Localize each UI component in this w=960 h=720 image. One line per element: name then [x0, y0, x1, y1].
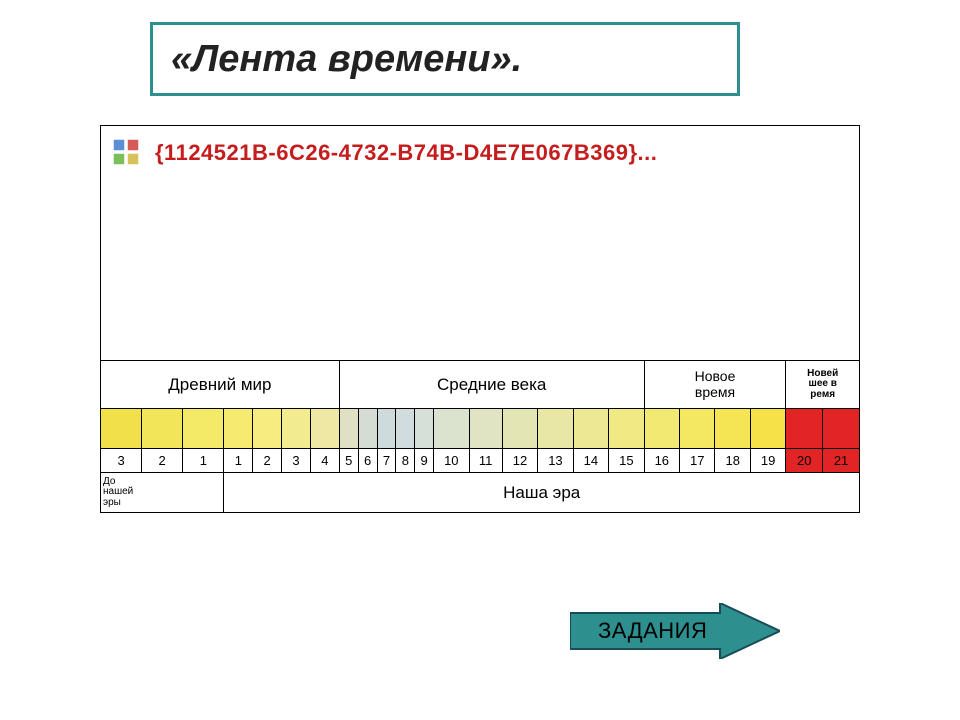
color-cell: [339, 409, 358, 449]
color-cell: [680, 409, 715, 449]
timeline-chart: Древний мир Средние века Новое время Нов…: [100, 360, 860, 513]
color-cell: [823, 409, 860, 449]
color-cell: [224, 409, 253, 449]
century-cell: 2: [253, 449, 282, 473]
color-cell: [469, 409, 502, 449]
century-cell: 21: [823, 449, 860, 473]
century-cell: 14: [573, 449, 608, 473]
color-cell: [396, 409, 415, 449]
color-cell: [644, 409, 679, 449]
century-cell: 4: [310, 449, 339, 473]
color-cell: [310, 409, 339, 449]
page-title: «Лента времени».: [171, 38, 522, 81]
color-cell: [183, 409, 224, 449]
color-cell: [502, 409, 537, 449]
tasks-button[interactable]: ЗАДАНИЯ: [570, 603, 780, 659]
century-cell: 2: [142, 449, 183, 473]
century-cell: 19: [750, 449, 785, 473]
century-cell: 17: [680, 449, 715, 473]
century-cell: 10: [434, 449, 469, 473]
century-cell: 13: [538, 449, 573, 473]
century-cell: 18: [715, 449, 750, 473]
century-cell: 15: [609, 449, 644, 473]
century-cell: 3: [282, 449, 311, 473]
color-cell: [415, 409, 434, 449]
color-cell: [715, 409, 750, 449]
color-cell: [434, 409, 469, 449]
color-cell: [282, 409, 311, 449]
color-cell: [573, 409, 608, 449]
period-newest: Новей шее в ремя: [786, 361, 860, 409]
color-cell: [750, 409, 785, 449]
century-cell: 1: [183, 449, 224, 473]
tasks-button-label: ЗАДАНИЯ: [598, 618, 707, 644]
period-ancient: Древний мир: [101, 361, 340, 409]
period-middle: Средние века: [339, 361, 644, 409]
era-row: До нашей эры Наша эра: [101, 473, 860, 513]
century-cell: 9: [415, 449, 434, 473]
century-cell: 20: [786, 449, 823, 473]
century-cell: 11: [469, 449, 502, 473]
century-number-row: 321123456789101112131415161718192021: [101, 449, 860, 473]
century-cell: 6: [358, 449, 377, 473]
color-cell: [142, 409, 183, 449]
period-new: Новое время: [644, 361, 786, 409]
color-cell: [377, 409, 396, 449]
color-row: [101, 409, 860, 449]
timeline-table: Древний мир Средние века Новое время Нов…: [100, 360, 860, 513]
color-cell: [101, 409, 142, 449]
color-cell: [358, 409, 377, 449]
century-cell: 1: [224, 449, 253, 473]
century-cell: 7: [377, 449, 396, 473]
clsid-text: {1124521B-6C26-4732-B74B-D4E7E067B369}..…: [155, 140, 657, 166]
period-row: Древний мир Средние века Новое время Нов…: [101, 361, 860, 409]
century-cell: 5: [339, 449, 358, 473]
century-cell: 16: [644, 449, 679, 473]
color-cell: [538, 409, 573, 449]
century-cell: 12: [502, 449, 537, 473]
century-cell: 8: [396, 449, 415, 473]
missing-object-icon: [112, 138, 140, 166]
color-cell: [786, 409, 823, 449]
title-box: «Лента времени».: [150, 22, 740, 96]
century-cell: 3: [101, 449, 142, 473]
era-bce: До нашей эры: [101, 473, 224, 513]
color-cell: [253, 409, 282, 449]
era-ce: Наша эра: [224, 473, 860, 513]
color-cell: [609, 409, 644, 449]
